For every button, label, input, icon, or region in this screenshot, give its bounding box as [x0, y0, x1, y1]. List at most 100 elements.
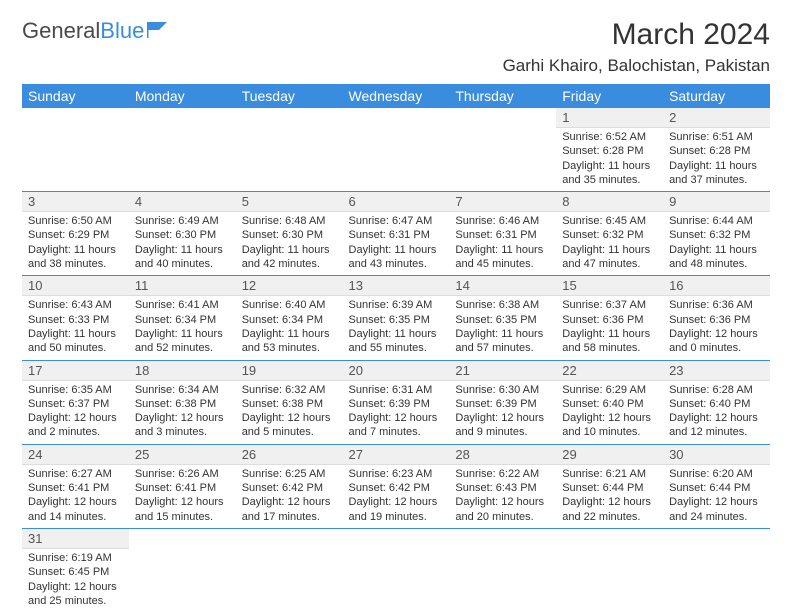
calendar-cell: 11Sunrise: 6:41 AMSunset: 6:34 PMDayligh…	[129, 276, 236, 360]
day-content: Sunrise: 6:37 AMSunset: 6:36 PMDaylight:…	[556, 296, 663, 359]
weekday-header: Friday	[556, 84, 663, 108]
calendar-cell	[236, 528, 343, 612]
calendar-cell: 12Sunrise: 6:40 AMSunset: 6:34 PMDayligh…	[236, 276, 343, 360]
calendar-cell	[449, 108, 556, 192]
day-number: 9	[663, 192, 770, 212]
calendar-cell	[663, 528, 770, 612]
month-title: March 2024	[503, 18, 770, 52]
calendar-cell: 25Sunrise: 6:26 AMSunset: 6:41 PMDayligh…	[129, 444, 236, 528]
calendar-cell: 7Sunrise: 6:46 AMSunset: 6:31 PMDaylight…	[449, 192, 556, 276]
day-number: 31	[22, 529, 129, 549]
brand-logo: GeneralBlue	[22, 18, 169, 44]
calendar-cell	[22, 108, 129, 192]
day-number: 19	[236, 361, 343, 381]
location-text: Garhi Khairo, Balochistan, Pakistan	[503, 56, 770, 76]
day-content: Sunrise: 6:48 AMSunset: 6:30 PMDaylight:…	[236, 212, 343, 275]
day-content: Sunrise: 6:40 AMSunset: 6:34 PMDaylight:…	[236, 296, 343, 359]
day-number: 17	[22, 361, 129, 381]
calendar-cell: 13Sunrise: 6:39 AMSunset: 6:35 PMDayligh…	[343, 276, 450, 360]
day-content: Sunrise: 6:39 AMSunset: 6:35 PMDaylight:…	[343, 296, 450, 359]
day-content: Sunrise: 6:51 AMSunset: 6:28 PMDaylight:…	[663, 128, 770, 191]
day-number: 26	[236, 445, 343, 465]
day-number: 21	[449, 361, 556, 381]
calendar-cell: 23Sunrise: 6:28 AMSunset: 6:40 PMDayligh…	[663, 360, 770, 444]
day-number: 8	[556, 192, 663, 212]
calendar-cell	[343, 108, 450, 192]
day-number: 12	[236, 276, 343, 296]
calendar-cell: 27Sunrise: 6:23 AMSunset: 6:42 PMDayligh…	[343, 444, 450, 528]
day-number: 20	[343, 361, 450, 381]
day-content: Sunrise: 6:30 AMSunset: 6:39 PMDaylight:…	[449, 381, 556, 444]
day-number: 23	[663, 361, 770, 381]
day-number: 13	[343, 276, 450, 296]
calendar-cell: 18Sunrise: 6:34 AMSunset: 6:38 PMDayligh…	[129, 360, 236, 444]
day-content: Sunrise: 6:23 AMSunset: 6:42 PMDaylight:…	[343, 465, 450, 528]
day-number: 10	[22, 276, 129, 296]
weekday-header: Monday	[129, 84, 236, 108]
day-content: Sunrise: 6:36 AMSunset: 6:36 PMDaylight:…	[663, 296, 770, 359]
day-content: Sunrise: 6:35 AMSunset: 6:37 PMDaylight:…	[22, 381, 129, 444]
weekday-header: Thursday	[449, 84, 556, 108]
day-content: Sunrise: 6:52 AMSunset: 6:28 PMDaylight:…	[556, 128, 663, 191]
day-number: 2	[663, 108, 770, 128]
day-number: 30	[663, 445, 770, 465]
calendar-cell: 30Sunrise: 6:20 AMSunset: 6:44 PMDayligh…	[663, 444, 770, 528]
day-content: Sunrise: 6:25 AMSunset: 6:42 PMDaylight:…	[236, 465, 343, 528]
calendar-cell: 1Sunrise: 6:52 AMSunset: 6:28 PMDaylight…	[556, 108, 663, 192]
calendar-cell	[343, 528, 450, 612]
calendar-cell: 4Sunrise: 6:49 AMSunset: 6:30 PMDaylight…	[129, 192, 236, 276]
day-number: 28	[449, 445, 556, 465]
brand-part2: Blue	[100, 18, 144, 44]
calendar-table: SundayMondayTuesdayWednesdayThursdayFrid…	[22, 84, 770, 612]
day-number: 24	[22, 445, 129, 465]
day-content: Sunrise: 6:29 AMSunset: 6:40 PMDaylight:…	[556, 381, 663, 444]
weekday-header: Sunday	[22, 84, 129, 108]
day-number: 3	[22, 192, 129, 212]
day-number: 14	[449, 276, 556, 296]
brand-part1: General	[22, 18, 100, 44]
calendar-cell: 29Sunrise: 6:21 AMSunset: 6:44 PMDayligh…	[556, 444, 663, 528]
day-content: Sunrise: 6:21 AMSunset: 6:44 PMDaylight:…	[556, 465, 663, 528]
calendar-cell: 5Sunrise: 6:48 AMSunset: 6:30 PMDaylight…	[236, 192, 343, 276]
calendar-cell: 9Sunrise: 6:44 AMSunset: 6:32 PMDaylight…	[663, 192, 770, 276]
calendar-cell: 24Sunrise: 6:27 AMSunset: 6:41 PMDayligh…	[22, 444, 129, 528]
calendar-cell	[236, 108, 343, 192]
header: GeneralBlue March 2024 Garhi Khairo, Bal…	[22, 18, 770, 76]
day-content: Sunrise: 6:47 AMSunset: 6:31 PMDaylight:…	[343, 212, 450, 275]
title-block: March 2024 Garhi Khairo, Balochistan, Pa…	[503, 18, 770, 76]
day-content: Sunrise: 6:50 AMSunset: 6:29 PMDaylight:…	[22, 212, 129, 275]
day-content: Sunrise: 6:20 AMSunset: 6:44 PMDaylight:…	[663, 465, 770, 528]
day-number: 16	[663, 276, 770, 296]
day-number: 5	[236, 192, 343, 212]
day-number: 1	[556, 108, 663, 128]
day-content: Sunrise: 6:41 AMSunset: 6:34 PMDaylight:…	[129, 296, 236, 359]
weekday-header: Tuesday	[236, 84, 343, 108]
calendar-cell: 31Sunrise: 6:19 AMSunset: 6:45 PMDayligh…	[22, 528, 129, 612]
calendar-cell	[129, 528, 236, 612]
calendar-cell	[556, 528, 663, 612]
day-number: 29	[556, 445, 663, 465]
day-content: Sunrise: 6:44 AMSunset: 6:32 PMDaylight:…	[663, 212, 770, 275]
calendar-cell: 2Sunrise: 6:51 AMSunset: 6:28 PMDaylight…	[663, 108, 770, 192]
calendar-cell: 14Sunrise: 6:38 AMSunset: 6:35 PMDayligh…	[449, 276, 556, 360]
day-content: Sunrise: 6:26 AMSunset: 6:41 PMDaylight:…	[129, 465, 236, 528]
calendar-cell: 10Sunrise: 6:43 AMSunset: 6:33 PMDayligh…	[22, 276, 129, 360]
day-number: 22	[556, 361, 663, 381]
calendar-cell: 22Sunrise: 6:29 AMSunset: 6:40 PMDayligh…	[556, 360, 663, 444]
flag-icon	[147, 18, 169, 44]
day-number: 15	[556, 276, 663, 296]
calendar-header-row: SundayMondayTuesdayWednesdayThursdayFrid…	[22, 84, 770, 108]
day-content: Sunrise: 6:31 AMSunset: 6:39 PMDaylight:…	[343, 381, 450, 444]
calendar-cell: 3Sunrise: 6:50 AMSunset: 6:29 PMDaylight…	[22, 192, 129, 276]
calendar-cell	[449, 528, 556, 612]
day-number: 25	[129, 445, 236, 465]
day-content: Sunrise: 6:46 AMSunset: 6:31 PMDaylight:…	[449, 212, 556, 275]
calendar-cell: 16Sunrise: 6:36 AMSunset: 6:36 PMDayligh…	[663, 276, 770, 360]
day-content: Sunrise: 6:27 AMSunset: 6:41 PMDaylight:…	[22, 465, 129, 528]
calendar-cell: 19Sunrise: 6:32 AMSunset: 6:38 PMDayligh…	[236, 360, 343, 444]
calendar-cell: 20Sunrise: 6:31 AMSunset: 6:39 PMDayligh…	[343, 360, 450, 444]
weekday-header: Saturday	[663, 84, 770, 108]
day-content: Sunrise: 6:32 AMSunset: 6:38 PMDaylight:…	[236, 381, 343, 444]
calendar-cell: 26Sunrise: 6:25 AMSunset: 6:42 PMDayligh…	[236, 444, 343, 528]
day-content: Sunrise: 6:43 AMSunset: 6:33 PMDaylight:…	[22, 296, 129, 359]
